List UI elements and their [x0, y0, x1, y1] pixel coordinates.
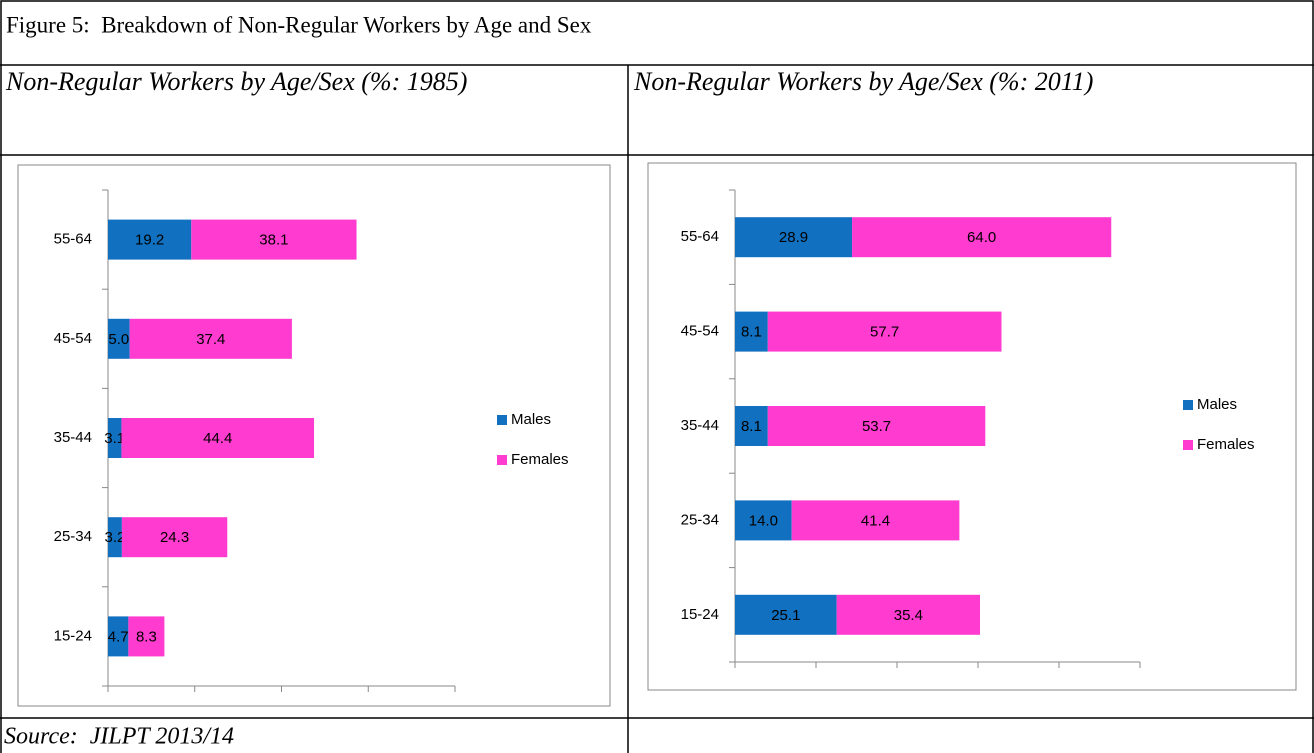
- figure-title: Figure 5: Breakdown of Non-Regular Worke…: [6, 12, 592, 37]
- data-label: 3.1: [104, 430, 125, 447]
- bar-segment: [735, 500, 792, 541]
- category-label: 25-34: [681, 511, 719, 528]
- bar-segment: [108, 616, 129, 657]
- bar-segment: [108, 318, 130, 359]
- data-label: 14.0: [749, 512, 778, 529]
- data-label: 19.2: [135, 232, 164, 249]
- data-label: 4.7: [108, 628, 129, 645]
- category-label: 35-44: [681, 417, 719, 434]
- bar-segment: [108, 219, 192, 260]
- bar-segment: [791, 500, 960, 541]
- chart-title: Non-Regular Workers by Age/Sex (%: 2011): [633, 67, 1093, 96]
- category-label: 55-64: [54, 231, 92, 248]
- category-label: 25-34: [54, 528, 92, 545]
- bar-segment: [735, 406, 768, 446]
- data-label: 3.2: [105, 529, 126, 546]
- data-label: 28.9: [779, 229, 808, 246]
- data-label: 57.7: [870, 324, 899, 341]
- legend-label: Females: [511, 451, 569, 468]
- data-label: 41.4: [861, 512, 890, 529]
- data-label: 53.7: [862, 418, 891, 435]
- data-label: 25.1: [771, 607, 800, 624]
- category-label: 15-24: [54, 627, 92, 644]
- data-label: 35.4: [894, 607, 923, 624]
- category-label: 15-24: [681, 606, 719, 623]
- category-label: 45-54: [681, 323, 719, 340]
- category-label: 55-64: [681, 228, 719, 245]
- bar-segment: [836, 594, 981, 635]
- data-label: 24.3: [160, 529, 189, 546]
- legend-swatch: [497, 415, 507, 425]
- legend-swatch: [1183, 400, 1193, 410]
- data-label: 64.0: [967, 229, 996, 246]
- bar-segment: [121, 517, 228, 558]
- bar-segment: [767, 406, 986, 446]
- bar-segment: [128, 616, 165, 657]
- legend-swatch: [497, 455, 507, 465]
- legend-label: Females: [1197, 436, 1255, 453]
- bar-segment: [767, 311, 1002, 352]
- bar-segment: [108, 418, 122, 458]
- bar-segment: [735, 217, 853, 258]
- bar-segment: [129, 318, 292, 359]
- bar-segment: [108, 517, 122, 558]
- data-label: 8.3: [136, 628, 157, 645]
- category-label: 45-54: [54, 330, 92, 347]
- chart-title: Non-Regular Workers by Age/Sex (%: 1985): [5, 67, 467, 96]
- source: Source: JILPT 2013/14: [4, 724, 234, 750]
- legend-swatch: [1183, 440, 1193, 450]
- legend-label: Males: [511, 411, 551, 428]
- data-label: 37.4: [196, 331, 225, 348]
- data-label: 8.1: [741, 324, 762, 341]
- bar-segment: [191, 219, 357, 260]
- data-label: 38.1: [259, 232, 288, 249]
- data-label: 8.1: [741, 418, 762, 435]
- category-label: 35-44: [54, 429, 92, 446]
- bar-segment: [121, 418, 315, 458]
- data-label: 44.4: [203, 430, 232, 447]
- bar-segment: [852, 217, 1112, 258]
- legend-label: Males: [1197, 396, 1237, 413]
- data-label: 5.0: [108, 331, 129, 348]
- bar-segment: [735, 594, 837, 635]
- bar-segment: [735, 311, 768, 352]
